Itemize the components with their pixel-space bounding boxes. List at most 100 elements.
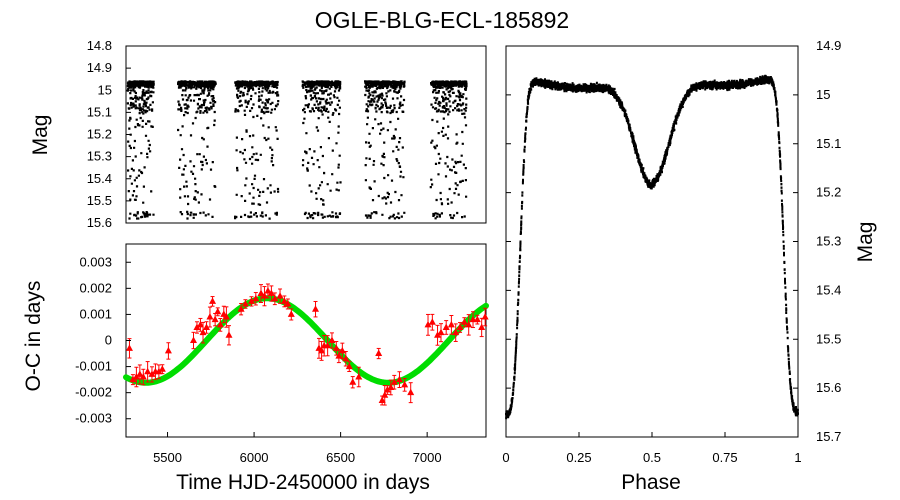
oc-marker	[237, 305, 245, 312]
phased-lightcurve-x-ticks: 0 0.25 0.5 0.75 1	[502, 432, 802, 465]
eclipse-timing-y-ticks: -0.003 -0.002 -0.001 0 0.001 0.002 0.003	[75, 254, 131, 426]
x-tick-label: 0.75	[712, 450, 737, 465]
oc-marker	[136, 370, 144, 377]
oc-point	[318, 341, 326, 361]
oc-point	[478, 317, 486, 338]
oc-marker	[383, 386, 391, 393]
y-tick-label: 15.2	[816, 185, 841, 200]
oc-point	[136, 364, 144, 385]
oc-marker	[280, 297, 288, 304]
y-tick-label: 15.5	[87, 193, 112, 208]
oc-marker	[434, 331, 442, 338]
oc-marker	[312, 305, 320, 312]
oc-marker	[328, 336, 336, 343]
oc-marker	[148, 370, 156, 377]
oc-point	[280, 295, 288, 308]
oc-point	[345, 361, 353, 372]
oc-point	[164, 342, 172, 360]
y-tick-label: 15.4	[87, 171, 112, 186]
oc-marker	[287, 310, 295, 317]
x-tick-label: 5500	[153, 450, 182, 465]
phased-lightcurve-panel: 14.9 15 15.1 15.2 15.3 15.4 15.5 15.6 15.7 0 0.25…	[502, 38, 877, 494]
y-tick-label: 14.9	[816, 38, 841, 53]
eclipse-timing-xlabel: Time HJD-2450000 in days	[176, 471, 430, 494]
oc-marker	[190, 336, 197, 343]
oc-marker	[164, 346, 172, 354]
oc-marker	[324, 341, 332, 349]
oc-point	[328, 332, 336, 349]
phased-lightcurve-ylabel: Mag	[854, 222, 877, 263]
oc-point	[312, 300, 320, 318]
oc-point	[193, 321, 201, 334]
y-tick-label: -0.001	[75, 359, 112, 374]
eclipse-timing-frame	[125, 243, 487, 438]
oc-point	[437, 323, 445, 343]
oc-marker	[202, 323, 210, 330]
oc-point	[237, 303, 245, 316]
oc-point	[260, 286, 268, 307]
oc-marker	[155, 367, 163, 375]
x-tick-label: 0.5	[643, 450, 661, 465]
y-tick-label: 14.8	[87, 38, 112, 53]
eclipse-timing-panel: -0.003 -0.002 -0.001 0 0.001 0.002 0.003 5500 6…	[22, 243, 489, 494]
oc-marker	[132, 373, 140, 380]
oc-point	[355, 366, 363, 388]
oc-point	[209, 296, 217, 307]
oc-point	[216, 317, 224, 332]
y-tick-label: 0.002	[79, 280, 112, 295]
y-tick-label: 15	[98, 82, 112, 97]
oc-point	[481, 307, 489, 327]
oc-point	[206, 306, 214, 328]
phased-lightcurve-marks	[505, 74, 799, 420]
x-tick-label: 0	[502, 450, 509, 465]
oc-fit-curve	[123, 295, 489, 386]
x-tick-label: 1	[794, 450, 801, 465]
oc-marker	[473, 315, 481, 323]
oc-point	[349, 376, 357, 389]
oc-point	[395, 371, 403, 389]
oc-point	[144, 361, 152, 383]
oc-marker	[465, 320, 473, 328]
eclipse-timing-content	[123, 283, 489, 406]
y-tick-label: 15.6	[87, 215, 112, 230]
oc-point	[148, 366, 156, 383]
oc-marker	[252, 294, 260, 302]
oc-marker	[460, 318, 468, 325]
oc-marker	[211, 315, 219, 323]
oc-marker	[355, 373, 363, 380]
oc-marker	[342, 354, 350, 362]
oc-marker	[442, 323, 450, 330]
oc-marker	[349, 378, 357, 385]
oc-point	[155, 364, 163, 380]
oc-point	[428, 313, 436, 331]
oc-marker	[225, 331, 233, 338]
x-tick-label: 7000	[413, 450, 442, 465]
oc-marker	[158, 365, 166, 372]
oc-point	[407, 382, 415, 404]
y-tick-label: 15.3	[816, 234, 841, 249]
oc-marker	[144, 367, 152, 375]
phased-lightcurve-points	[505, 74, 799, 420]
y-tick-label: 15.1	[816, 136, 841, 151]
oc-point	[139, 368, 147, 386]
oc-point	[447, 315, 455, 335]
oc-point	[252, 292, 260, 306]
phased-lightcurve-frame	[505, 45, 799, 438]
x-tick-label: 6000	[240, 450, 269, 465]
oc-marker	[241, 299, 249, 307]
oc-point	[196, 317, 204, 332]
oc-point	[225, 325, 233, 346]
oc-marker	[424, 320, 432, 328]
oc-point	[222, 306, 230, 328]
eclipse-timing-x-ticks: 5500 6000 6500 7000	[153, 432, 442, 465]
oc-point	[158, 364, 166, 375]
oc-point	[387, 379, 395, 396]
oc-marker	[345, 362, 353, 370]
oc-point	[401, 377, 409, 392]
oc-point	[473, 314, 481, 325]
lightcurve-time-points	[126, 80, 468, 220]
oc-point	[214, 307, 222, 317]
oc-point	[190, 331, 197, 350]
oc-point	[264, 283, 272, 299]
